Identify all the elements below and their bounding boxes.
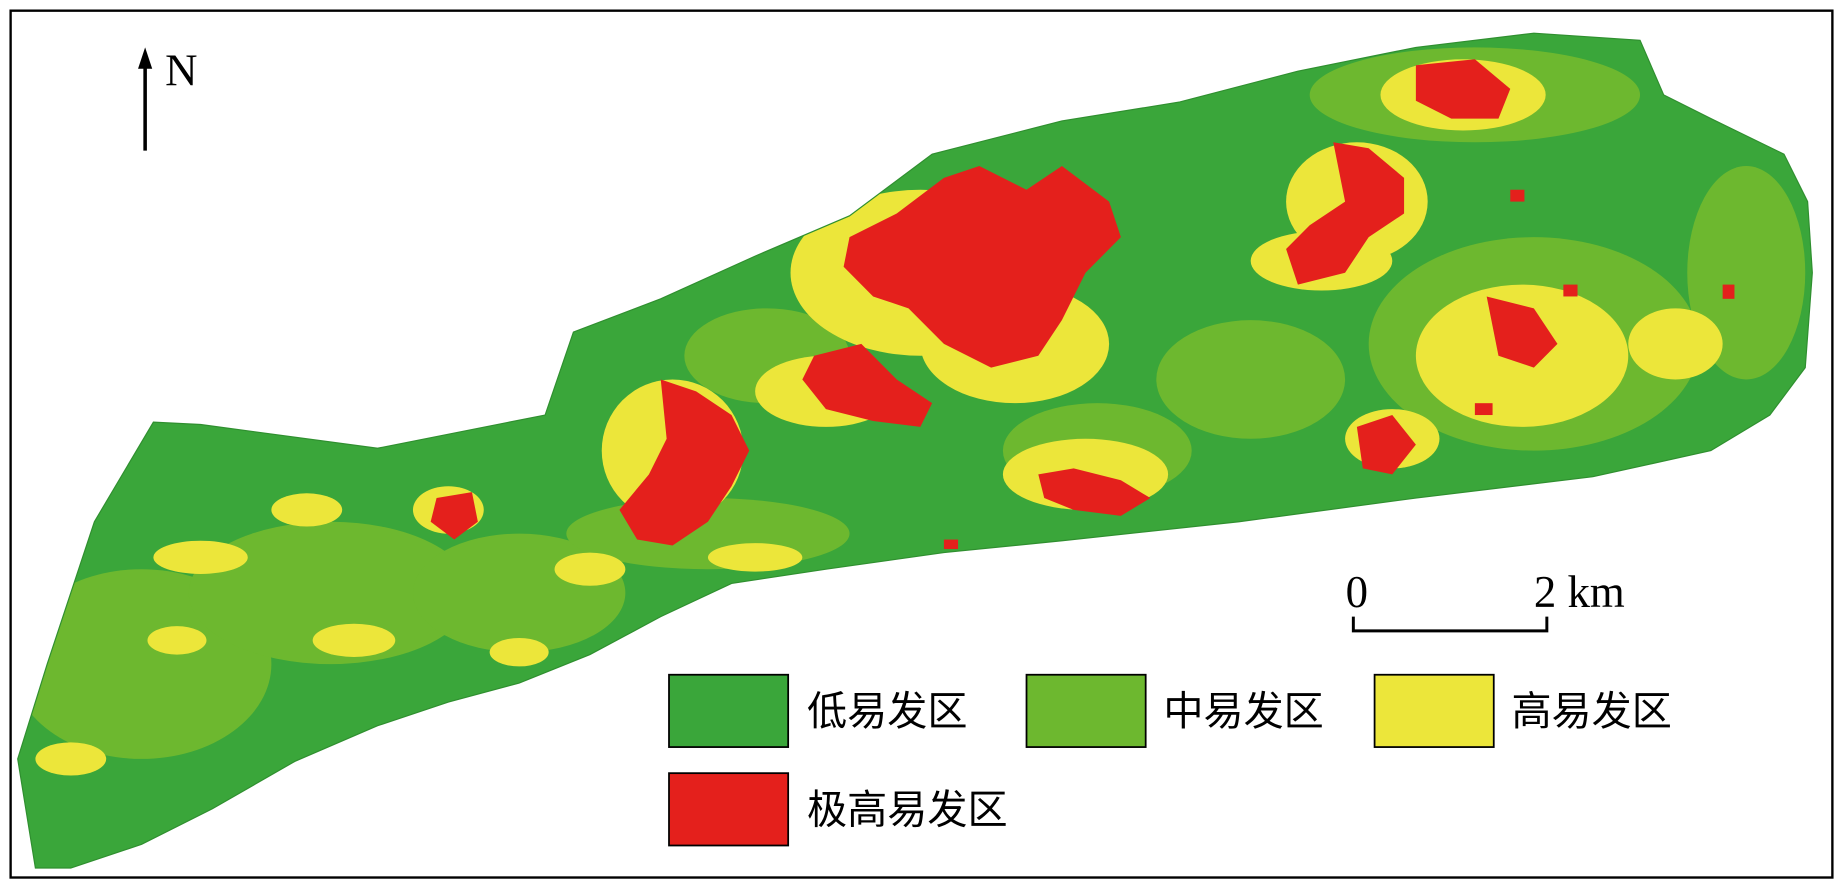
scale-start-label: 0 [1346,567,1368,617]
legend-swatch [1025,673,1147,748]
scale-line [1351,616,1549,633]
legend-label: 中易发区 [1163,689,1323,735]
north-label: N [165,45,197,95]
scale-bar: 0 2 km [1346,567,1625,633]
legend: 低易发区 中易发区 高易发区 极高易发区 [668,673,1672,847]
north-arrow-head [138,47,153,69]
region-outline [17,32,1813,869]
legend-swatch [668,772,790,847]
legend-label: 低易发区 [807,689,967,735]
legend-label: 高易发区 [1511,689,1671,735]
scale-end-label: 2 km [1534,567,1625,617]
north-arrow: N [138,45,198,151]
legend-label: 极高易发区 [807,787,1008,833]
legend-swatch [668,673,790,748]
legend-swatch [1373,673,1495,748]
very-high-zones [430,59,1735,550]
